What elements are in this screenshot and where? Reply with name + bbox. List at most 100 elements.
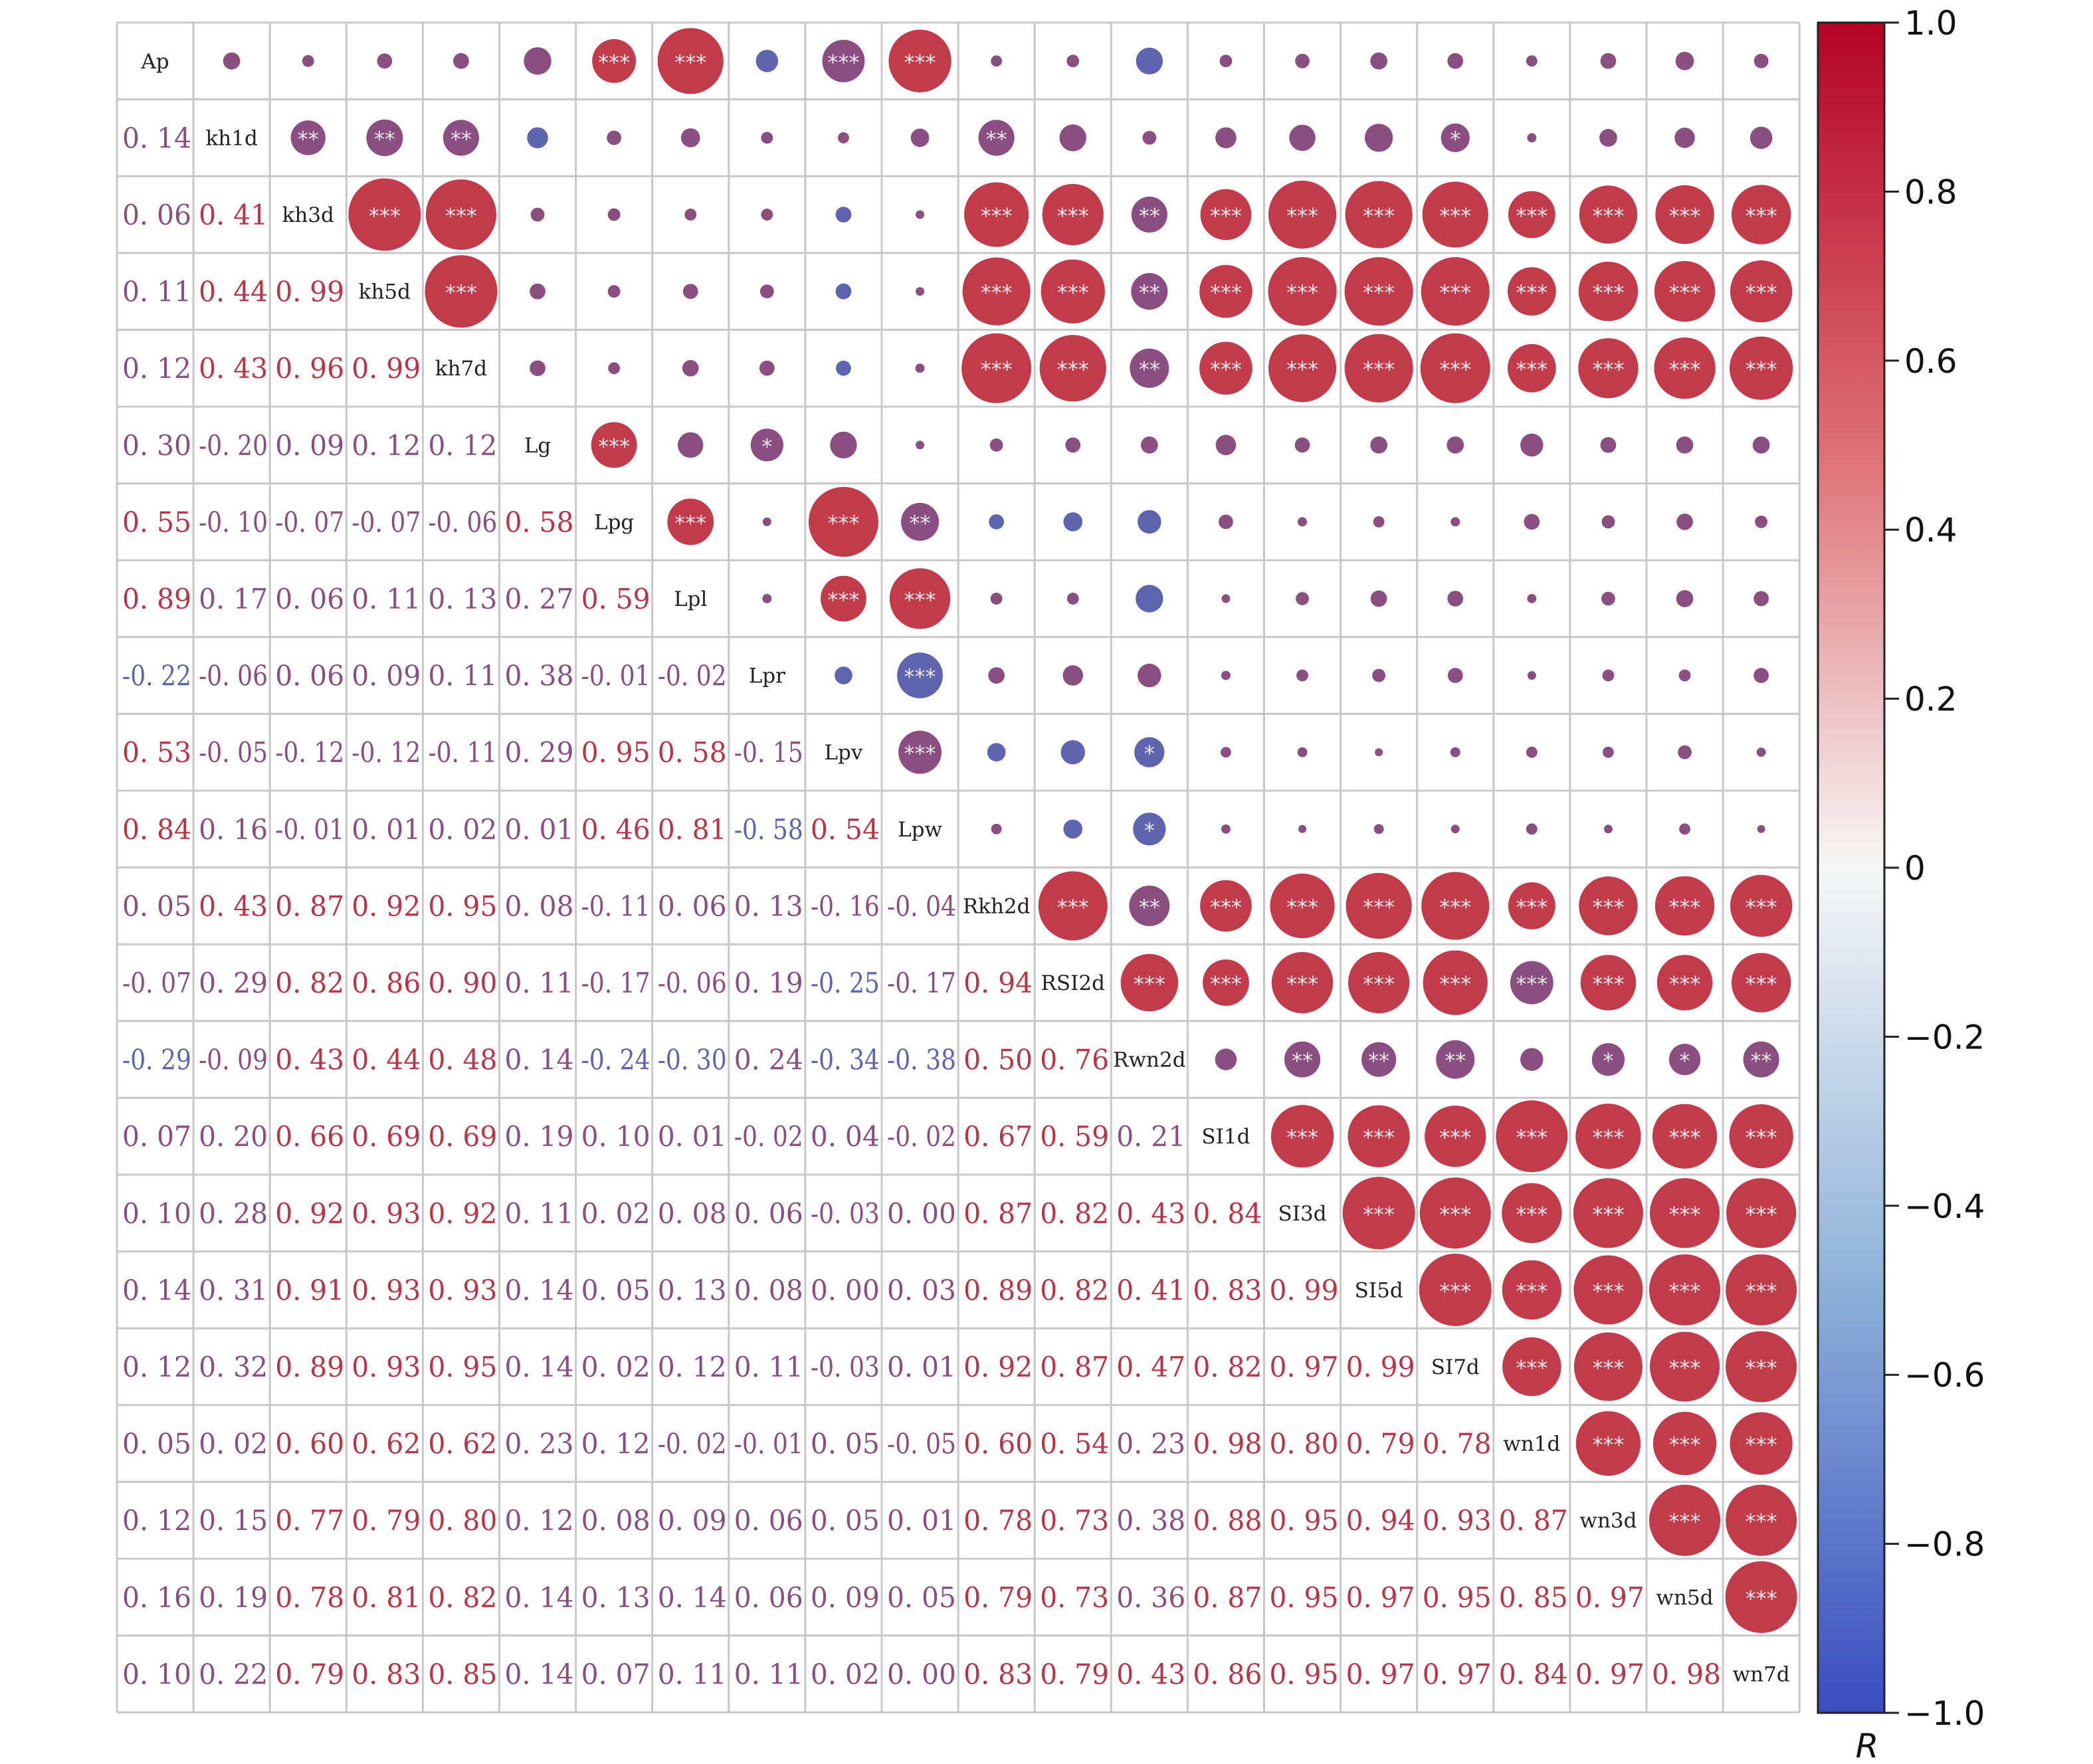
correlation-circle	[1752, 436, 1770, 454]
correlation-circle	[750, 429, 783, 462]
correlation-circle	[1062, 665, 1084, 686]
significance-stars: **	[1445, 1048, 1466, 1074]
correlation-circle	[1221, 824, 1231, 834]
correlation-circle	[1344, 334, 1413, 403]
significance-stars: ***	[445, 203, 477, 229]
correlation-value: 0. 44	[199, 276, 268, 308]
correlation-value: -0. 04	[887, 890, 956, 922]
correlation-value: 0. 32	[199, 1351, 268, 1383]
correlation-value: -0. 06	[428, 506, 497, 538]
correlation-value: -0. 17	[581, 967, 650, 999]
correlation-value: 0. 11	[351, 583, 421, 615]
matrix-grid	[116, 21, 1801, 1714]
correlation-circle	[888, 29, 951, 92]
significance-stars: ***	[1592, 1202, 1624, 1227]
correlation-value: 0. 86	[351, 967, 421, 999]
colorbar-tick-label: 1.0	[1904, 4, 1957, 43]
correlation-value: 0. 01	[887, 1351, 956, 1383]
correlation-value: 0. 58	[658, 736, 727, 769]
correlation-circle	[835, 283, 852, 300]
correlation-circle	[1297, 747, 1308, 757]
variable-label: SI3d	[1278, 1202, 1327, 1226]
correlation-circle	[1507, 267, 1556, 316]
significance-stars: ***	[1363, 894, 1395, 920]
correlation-circle	[1755, 515, 1768, 528]
correlation-value: -0. 12	[351, 736, 421, 769]
significance-stars: ***	[1134, 971, 1165, 997]
correlation-circle	[1656, 955, 1713, 1011]
correlation-circle	[1527, 671, 1536, 680]
correlation-circle	[1652, 1411, 1717, 1476]
correlation-circle	[1600, 52, 1617, 69]
correlation-value: 0. 29	[199, 967, 268, 999]
variable-label: SI7d	[1431, 1355, 1480, 1379]
correlation-value: 0. 02	[581, 1197, 650, 1230]
significance-stars: ***	[674, 510, 706, 536]
correlation-value: 0. 83	[351, 1658, 421, 1690]
correlation-value: 0. 10	[122, 1197, 191, 1230]
correlation-circle	[915, 363, 925, 373]
significance-stars: **	[298, 126, 319, 151]
correlation-value: -0. 30	[658, 1044, 727, 1076]
correlation-value: -0. 12	[275, 736, 344, 769]
correlation-circle	[1676, 590, 1694, 607]
correlation-circle	[830, 431, 857, 459]
correlation-value: 0. 62	[351, 1428, 421, 1460]
correlation-circle	[1508, 191, 1555, 239]
significance-stars: ***	[1669, 1125, 1701, 1150]
correlation-circle	[755, 50, 779, 72]
correlation-circle	[1450, 517, 1460, 527]
significance-stars: *	[1144, 818, 1155, 843]
correlation-circle	[1447, 591, 1464, 607]
significance-stars: **	[1139, 357, 1160, 382]
variable-label: Lpr	[749, 664, 785, 688]
correlation-circle	[1065, 437, 1081, 453]
correlation-value: 0. 95	[428, 890, 497, 922]
correlation-circle	[1520, 1048, 1544, 1071]
correlation-value: 0. 01	[887, 1504, 956, 1537]
significance-stars: ***	[1745, 203, 1777, 229]
correlation-value: 0. 22	[199, 1658, 268, 1690]
significance-stars: ***	[1363, 357, 1395, 382]
correlation-circle	[835, 666, 852, 684]
correlation-value: 0. 02	[428, 813, 497, 846]
correlation-circle	[1726, 1484, 1797, 1556]
correlation-value: 0. 12	[581, 1428, 650, 1460]
correlation-circle	[1059, 124, 1086, 151]
correlation-circle	[1129, 885, 1170, 926]
correlation-circle	[425, 179, 496, 250]
correlation-value: 0. 58	[505, 506, 574, 538]
correlation-value: 0. 94	[963, 967, 1033, 999]
correlation-circle	[1573, 1255, 1643, 1325]
correlation-value: 0. 46	[581, 813, 650, 846]
correlation-circle	[1296, 669, 1308, 682]
correlation-circle	[897, 652, 943, 699]
correlation-circle	[1347, 951, 1410, 1014]
significance-stars: ***	[1592, 1278, 1624, 1304]
correlation-circle	[1676, 436, 1694, 454]
colorbar-tick-label: −0.6	[1904, 1356, 1985, 1395]
correlation-value: 0. 47	[1116, 1351, 1185, 1383]
correlation-value: 0. 09	[275, 429, 344, 462]
correlation-value: 0. 02	[199, 1428, 268, 1460]
correlation-circle	[1421, 872, 1490, 940]
correlation-value: 0. 95	[1270, 1504, 1339, 1537]
correlation-value: 0. 16	[199, 813, 268, 846]
correlation-circle	[1422, 181, 1488, 248]
correlation-circle	[591, 422, 637, 468]
correlation-circle	[1436, 1040, 1475, 1079]
correlation-circle	[1136, 585, 1163, 613]
variable-label: kh5d	[359, 280, 411, 304]
significance-stars: ***	[1057, 357, 1089, 382]
correlation-circle	[1221, 670, 1231, 680]
correlation-value: 0. 93	[351, 1197, 421, 1230]
correlation-circle	[1654, 260, 1716, 322]
significance-stars: ***	[1210, 971, 1242, 997]
significance-stars: ***	[1363, 203, 1395, 229]
correlation-circle	[1450, 747, 1460, 757]
significance-stars: ***	[981, 357, 1013, 382]
correlation-value: 0. 13	[428, 583, 497, 615]
significance-stars: ***	[1439, 1125, 1471, 1150]
correlation-circle	[682, 359, 699, 377]
correlation-circle	[1502, 1337, 1561, 1397]
